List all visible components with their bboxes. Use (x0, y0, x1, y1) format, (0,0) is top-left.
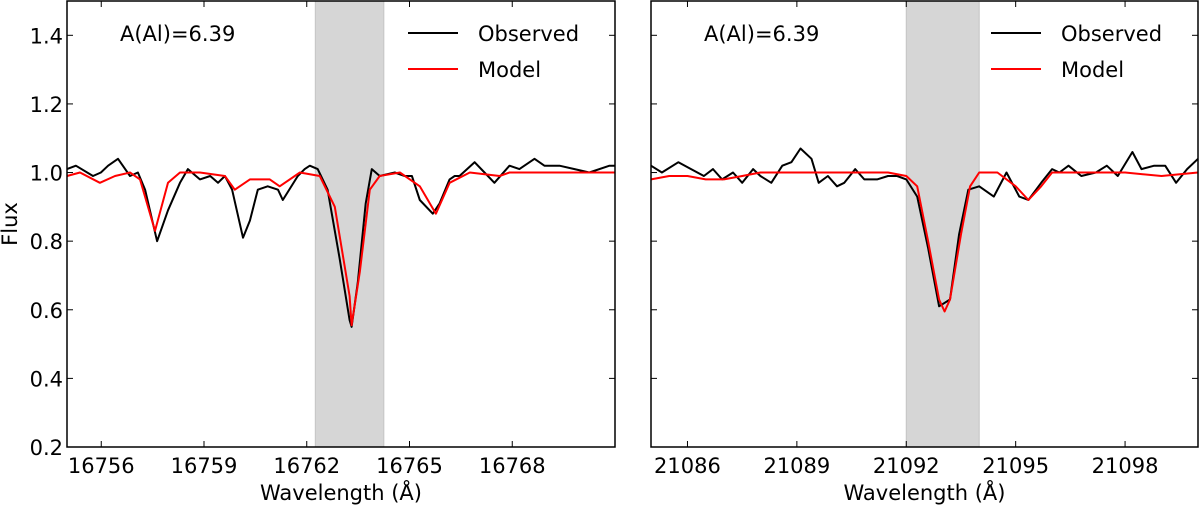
abundance-annotation: A(Al)=6.39 (704, 22, 819, 46)
x-tick-label: 16762 (273, 454, 340, 478)
x-tick-label: 21086 (654, 454, 721, 478)
x-axis-ticks: 21086 21089 21092 21095 21098 (654, 1, 1158, 478)
axes-frame (66, 0, 616, 448)
x-axis-label: Wavelength (Å) (843, 479, 1005, 505)
x-axis-label: Wavelength (Å) (260, 479, 422, 505)
legend-observed-label: Observed (478, 22, 579, 46)
y-axis-label: Flux (0, 202, 22, 246)
x-tick-label: 16759 (171, 454, 238, 478)
x-tick-label: 21092 (873, 454, 940, 478)
y-axis-ticks: 0.2 0.4 0.6 0.8 1.0 1.2 1.4 (30, 24, 615, 460)
legend-model-label: Model (1061, 58, 1124, 82)
x-tick-label: 16765 (376, 454, 443, 478)
abundance-annotation: A(Al)=6.39 (120, 22, 235, 46)
observed-spectrum-line (66, 157, 615, 328)
legend-model-label: Model (478, 58, 541, 82)
x-tick-label: 16756 (68, 454, 135, 478)
legend-observed-label: Observed (1061, 22, 1162, 46)
x-tick-label: 16768 (479, 454, 546, 478)
legend: Observed Model (991, 22, 1162, 82)
model-spectrum-line (650, 171, 1199, 313)
legend: Observed Model (408, 22, 579, 82)
left-panel: 0.20.40.60.81.01.21.4 16756 16759 16762 167… (30, 0, 616, 505)
highlight-band (905, 0, 980, 448)
y-tick-label: 1.4 (30, 24, 63, 48)
y-tick-label: 1.2 (30, 93, 63, 117)
y-tick-label: 0.6 (30, 299, 63, 323)
x-tick-label: 21098 (1092, 454, 1159, 478)
highlight-band (314, 0, 385, 448)
y-tick-label: 0.4 (30, 367, 63, 391)
x-tick-label: 21089 (763, 454, 830, 478)
model-spectrum-line (66, 171, 615, 327)
y-tick-label: 1.0 (30, 162, 63, 186)
x-axis-ticks: 16756 16759 16762 16765 16768 (68, 1, 546, 478)
x-tick-label: 21095 (982, 454, 1049, 478)
axes-frame (650, 0, 1199, 448)
y-tick-label: 0.8 (30, 230, 63, 254)
right-panel: 21086 21089 21092 21095 21098 A(Al)=6.39 Obs… (650, 0, 1199, 505)
y-tick-label: 0.2 (30, 436, 63, 460)
